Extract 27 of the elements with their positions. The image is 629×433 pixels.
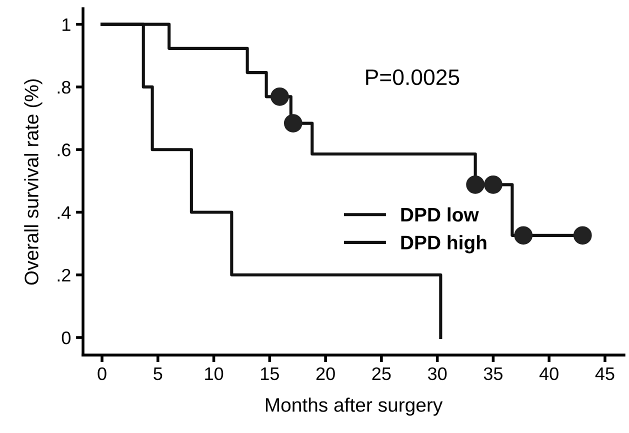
y-tick-label: .4	[58, 206, 71, 219]
y-tick-label: .2	[58, 268, 70, 282]
legend-label: DPD high	[401, 235, 486, 254]
y-tick-label: .8	[58, 80, 70, 94]
y-tick-label: 1	[62, 18, 70, 31]
x-tick-label: 45	[595, 368, 614, 380]
x-axis-title: Months after surgery	[266, 398, 443, 416]
point	[484, 175, 502, 194]
point	[270, 87, 289, 106]
y-tick-label: 0	[62, 331, 71, 344]
point	[466, 175, 485, 194]
x-tick-label: 40	[539, 367, 558, 380]
y-tick-label: .6	[58, 144, 70, 156]
x-tick-label: 35	[484, 367, 502, 380]
legend-label: DPD low	[401, 207, 479, 222]
annotation: P=0.0025	[366, 69, 460, 86]
x-tick-label: 0	[98, 367, 106, 380]
point	[514, 226, 533, 245]
x-tick-label: 10	[205, 367, 224, 380]
y-axis-title: Overall survival rate (%)	[24, 79, 42, 285]
x-tick-label: 15	[261, 368, 279, 380]
x-tick-label: 5	[154, 368, 162, 380]
x-tick-label: 30	[428, 367, 447, 380]
x-tick-label: 20	[316, 367, 335, 380]
point	[284, 114, 302, 132]
x-tick-label: 25	[372, 367, 391, 380]
point	[573, 226, 592, 245]
